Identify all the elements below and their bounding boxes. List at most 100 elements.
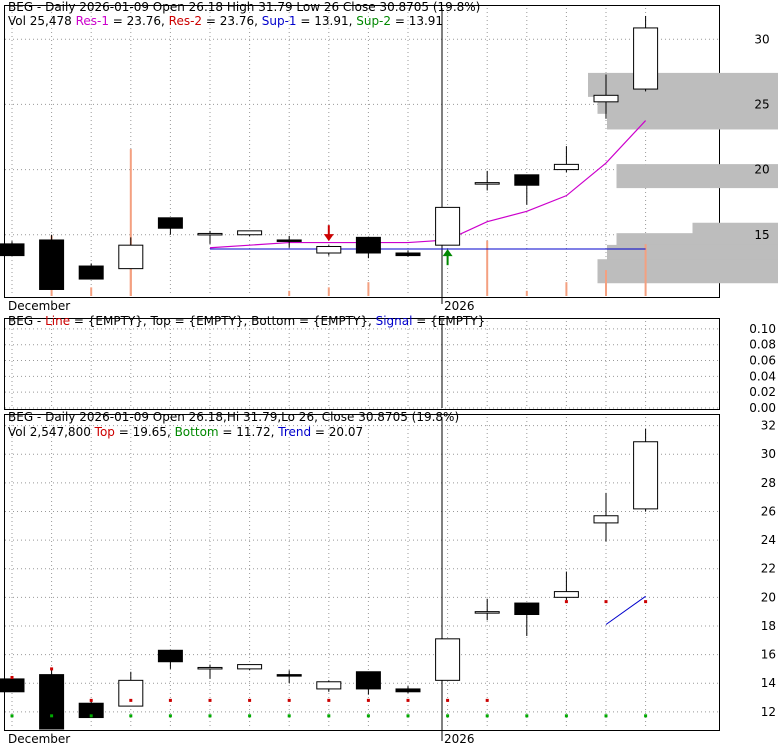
top-header-line2: Vol 25,478 Res-1 = 23.76, Res-2 = 23.76,… [8,14,443,28]
trend-segment [605,595,646,625]
bottom-candle-body [593,515,619,524]
top-candle-body [435,206,461,246]
top-y-tick-label: 20 [754,163,769,177]
volume-bar [129,149,132,296]
bottom-panel-frame [4,414,720,731]
top-dot [644,600,648,604]
bottom-candle-body [157,649,183,663]
profile-bar [616,164,778,189]
bottom-y-tick-label: 26 [761,504,776,518]
top-candle-body [276,239,302,242]
bottom-candle-body [316,681,342,690]
header-segment: = 20.07 [311,425,363,439]
bottom-candle-body [78,702,104,719]
volume-bar [644,244,647,296]
top-candle-body [474,182,500,185]
bottom-dot [644,714,648,718]
top-candle-body [197,232,223,236]
bottom-dot [10,714,14,718]
header-segment: Res-2 [169,14,202,28]
top-y-axis: 15 20 25 30 [754,32,769,241]
bottom-dot [89,714,93,718]
middle-panel-grid [5,321,719,409]
top-dot [406,698,410,702]
middle-y-tick-label: 0.06 [749,354,776,368]
top-candle-body [514,174,540,186]
top-header-line1: BEG - Daily 2026-01-09 Open 26.18 High 3… [8,0,480,14]
top-candle-body [553,163,579,171]
top-dot [564,600,568,604]
volume-profile [588,72,778,284]
bottom-dot [50,714,54,718]
bottom-candle-body [553,591,579,598]
profile-bar [597,259,778,284]
middle-panel-frame [4,318,720,410]
top-bottom-dots [10,600,648,718]
trend-line [605,595,646,625]
top-dot [208,698,212,702]
middle-y-tick-label: 0.10 [749,322,776,336]
volume-bar [565,282,568,296]
bottom-y-tick-label: 16 [761,648,776,662]
bottom-candle-body [39,674,65,730]
middle-y-tick-label: 0.08 [749,338,776,352]
top-x-label-2026: 2026 [444,299,475,313]
sell-arrow-head [323,234,334,242]
top-dot [287,698,291,702]
bottom-dot [208,714,212,718]
bottom-candle-body [355,671,381,690]
top-dot [327,698,331,702]
header-segment: = 23.76, [202,14,262,28]
bottom-panel-grid [5,417,719,741]
bottom-dot [129,714,133,718]
bottom-candle-body [237,664,263,670]
bottom-candle-body [435,638,461,681]
bottom-candle-body [633,441,659,510]
top-candlesticks [0,15,659,290]
top-x-label-december: December [8,299,70,313]
header-segment: = 13.91, [297,14,357,28]
bottom-x-label-2026: 2026 [444,732,475,745]
header-segment: = 11.72, [219,425,279,439]
header-segment: = 23.76, [109,14,169,28]
bottom-dot [327,714,331,718]
top-dot [129,698,133,702]
top-panel-frame [4,5,720,298]
top-candle-body [78,265,104,280]
top-dot [366,698,370,702]
header-segment: Line [45,314,70,328]
header-segment: = {EMPTY} [412,314,485,328]
bottom-candle-body [474,611,500,614]
header-segment: Sup-2 [356,14,391,28]
top-candle-body [316,245,342,254]
top-candle-body [355,236,381,254]
bottom-candlesticks [0,428,659,730]
header-segment: Res-1 [76,14,109,28]
header-segment: = {EMPTY}, Top = {EMPTY}, Bottom = {EMPT… [70,314,376,328]
bottom-dot [485,714,489,718]
bottom-dot [446,714,450,718]
bottom-dot [564,714,568,718]
header-segment: Vol 25,478 [8,14,76,28]
top-candle-body [633,27,659,90]
header-segment: Signal [376,314,413,328]
middle-header: BEG - Line = {EMPTY}, Top = {EMPTY}, Bot… [8,314,485,328]
volume-bar [525,290,528,296]
bottom-y-tick-label: 18 [761,619,776,633]
top-dot [89,698,93,702]
top-y-tick-label: 30 [754,32,769,46]
bottom-dot [366,714,370,718]
top-y-tick-label: 25 [754,97,769,111]
middle-y-tick-label: 0.04 [749,369,776,383]
bottom-dot [248,714,252,718]
volume-bar [90,287,93,296]
bottom-candle-body [197,666,223,670]
res1-line [209,120,647,249]
signal-arrows [323,225,453,266]
bottom-candle-body [276,674,302,677]
bottom-dot [287,714,291,718]
top-candle-body [39,239,65,290]
volume-bar [486,240,489,296]
bottom-y-tick-label: 20 [761,590,776,604]
